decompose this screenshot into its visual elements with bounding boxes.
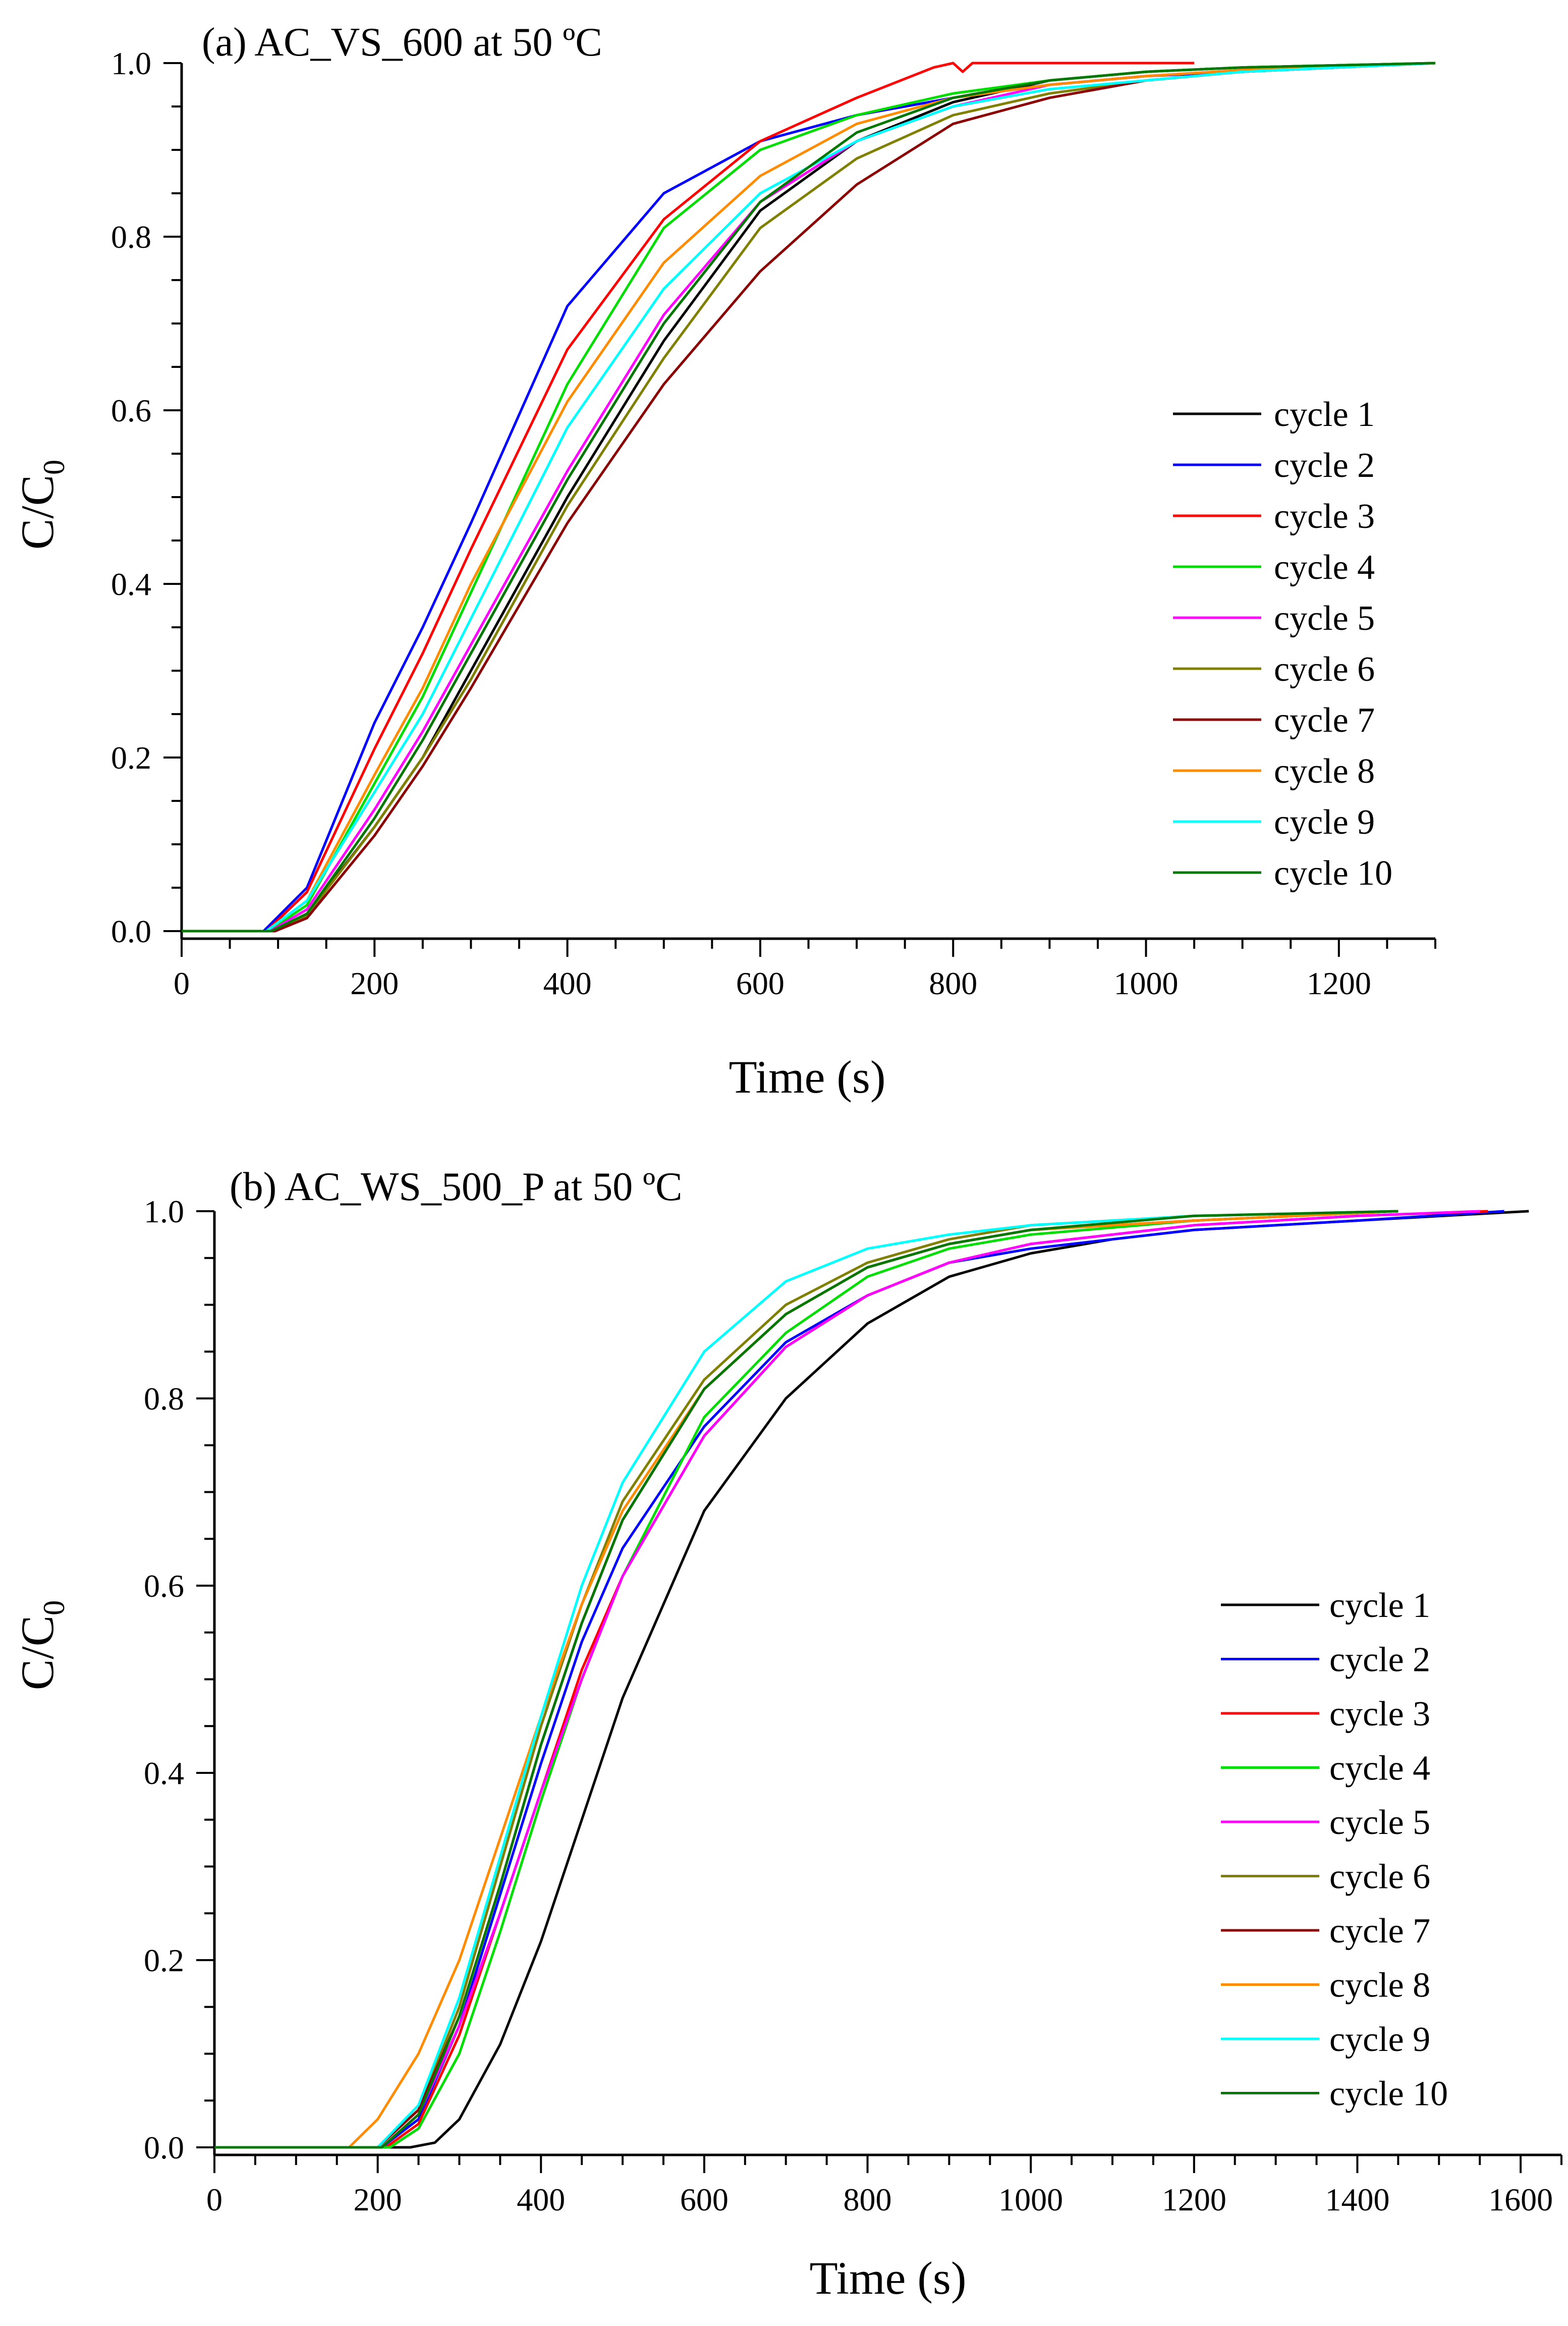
series-line-cycle-8 bbox=[182, 62, 1436, 933]
panel-b-ylabel: C/C0 bbox=[12, 1600, 71, 1690]
legend-label: cycle 1 bbox=[1329, 1586, 1430, 1625]
series-line-cycle-8 bbox=[214, 1210, 1398, 2149]
x-tick-label: 1200 bbox=[1162, 2182, 1226, 2217]
legend-label: cycle 1 bbox=[1274, 395, 1375, 434]
series-line-cycle-9 bbox=[182, 62, 1436, 933]
x-tick-label: 800 bbox=[929, 965, 977, 1001]
y-tick-label: 0.8 bbox=[144, 1381, 184, 1417]
panel-b-ylabel-sub: 0 bbox=[37, 1600, 71, 1615]
x-tick-label: 400 bbox=[543, 965, 592, 1001]
legend: cycle 1 cycle 2 cycle 3 cycle 4 cycle 5 cycle… bbox=[1173, 395, 1392, 893]
legend-label: cycle 7 bbox=[1329, 1912, 1430, 1951]
x-tick-label: 1200 bbox=[1307, 965, 1371, 1001]
legend-label: cycle 4 bbox=[1329, 1749, 1430, 1788]
y-tick-label: 0.2 bbox=[144, 1942, 184, 1978]
panel-a-title: (a) AC_VS_600 at 50 ºC bbox=[202, 20, 602, 65]
series-line-cycle-7 bbox=[214, 1210, 1398, 2149]
panel-a-ylabel-main: C/C bbox=[12, 475, 63, 550]
series-line-cycle-1 bbox=[214, 1210, 1529, 2149]
series-line-cycle-6 bbox=[182, 62, 1436, 933]
series-line-cycle-5 bbox=[214, 1210, 1480, 2149]
panel-b-ylabel-main: C/C bbox=[12, 1615, 63, 1690]
series-line-cycle-10 bbox=[182, 62, 1436, 933]
legend-label: cycle 3 bbox=[1329, 1695, 1430, 1734]
legend-label: cycle 7 bbox=[1274, 701, 1375, 740]
legend-label: cycle 4 bbox=[1274, 548, 1375, 587]
y-tick-label: 0.6 bbox=[111, 393, 151, 428]
y-tick-label: 0.2 bbox=[111, 740, 151, 776]
panel-b: (b) AC_WS_500_P at 50 ºC Time (s) C/C0 0… bbox=[12, 1165, 1562, 2304]
legend-label: cycle 5 bbox=[1329, 1803, 1430, 1842]
svg-text:C/C0: C/C0 bbox=[12, 460, 71, 550]
legend-label: cycle 8 bbox=[1329, 1966, 1430, 2005]
legend-label: cycle 2 bbox=[1274, 446, 1375, 485]
y-tick-label: 0.4 bbox=[144, 1755, 184, 1791]
panel-b-xlabel: Time (s) bbox=[810, 2252, 967, 2304]
x-tick-label: 1000 bbox=[1114, 965, 1179, 1001]
series-line-cycle-3 bbox=[182, 62, 1195, 933]
legend-label: cycle 6 bbox=[1329, 1858, 1430, 1897]
x-tick-label: 1000 bbox=[998, 2182, 1063, 2217]
series-line-cycle-10 bbox=[214, 1210, 1398, 2149]
series-line-cycle-4 bbox=[214, 1210, 1398, 2149]
x-tick-label: 200 bbox=[350, 965, 399, 1001]
y-tick-label: 0.4 bbox=[111, 566, 151, 602]
y-tick-label: 0.8 bbox=[111, 219, 151, 255]
y-tick-label: 0.0 bbox=[144, 2130, 184, 2166]
panel-b-title: (b) AC_WS_500_P at 50 ºC bbox=[230, 1165, 682, 1209]
x-tick-label: 600 bbox=[736, 965, 785, 1001]
y-tick-label: 0.0 bbox=[111, 913, 151, 949]
y-tick-label: 1.0 bbox=[111, 45, 151, 81]
y-tick-label: 0.6 bbox=[144, 1568, 184, 1604]
x-tick-label: 800 bbox=[844, 2182, 892, 2217]
x-tick-label: 400 bbox=[517, 2182, 565, 2217]
svg-text:C/C0: C/C0 bbox=[12, 1600, 71, 1690]
legend-label: cycle 2 bbox=[1329, 1641, 1430, 1680]
legend-label: cycle 10 bbox=[1274, 854, 1392, 893]
series-line-cycle-3 bbox=[214, 1210, 1488, 2149]
panel-a: (a) AC_VS_600 at 50 ºC Time (s) C/C0 0 20… bbox=[12, 20, 1436, 1103]
legend-label: cycle 6 bbox=[1274, 650, 1375, 689]
x-tick-label: 1600 bbox=[1488, 2182, 1553, 2217]
series-line-cycle-2 bbox=[214, 1210, 1504, 2149]
series-line-cycle-6 bbox=[214, 1210, 1398, 2149]
legend-label: cycle 9 bbox=[1274, 803, 1375, 842]
panel-a-xlabel: Time (s) bbox=[729, 1051, 886, 1103]
legend-label: cycle 10 bbox=[1329, 2075, 1448, 2114]
x-tick-label: 200 bbox=[354, 2182, 402, 2217]
x-tick-label: 0 bbox=[206, 2182, 222, 2217]
legend-label: cycle 8 bbox=[1274, 752, 1375, 791]
legend-label: cycle 3 bbox=[1274, 497, 1375, 536]
legend-label: cycle 5 bbox=[1274, 599, 1375, 638]
series-line-cycle-7 bbox=[182, 62, 1436, 933]
legend: cycle 1 cycle 2 cycle 3 cycle 4 cycle 5 cycle… bbox=[1221, 1586, 1448, 2114]
x-tick-label: 1400 bbox=[1325, 2182, 1389, 2217]
panel-a-ylabel-sub: 0 bbox=[37, 460, 71, 475]
y-tick-label: 1.0 bbox=[144, 1194, 184, 1229]
legend-label: cycle 9 bbox=[1329, 2020, 1430, 2059]
x-tick-label: 0 bbox=[174, 965, 190, 1001]
series-line-cycle-9 bbox=[214, 1210, 1398, 2149]
x-tick-label: 600 bbox=[680, 2182, 729, 2217]
panel-a-ylabel: C/C0 bbox=[12, 460, 71, 550]
